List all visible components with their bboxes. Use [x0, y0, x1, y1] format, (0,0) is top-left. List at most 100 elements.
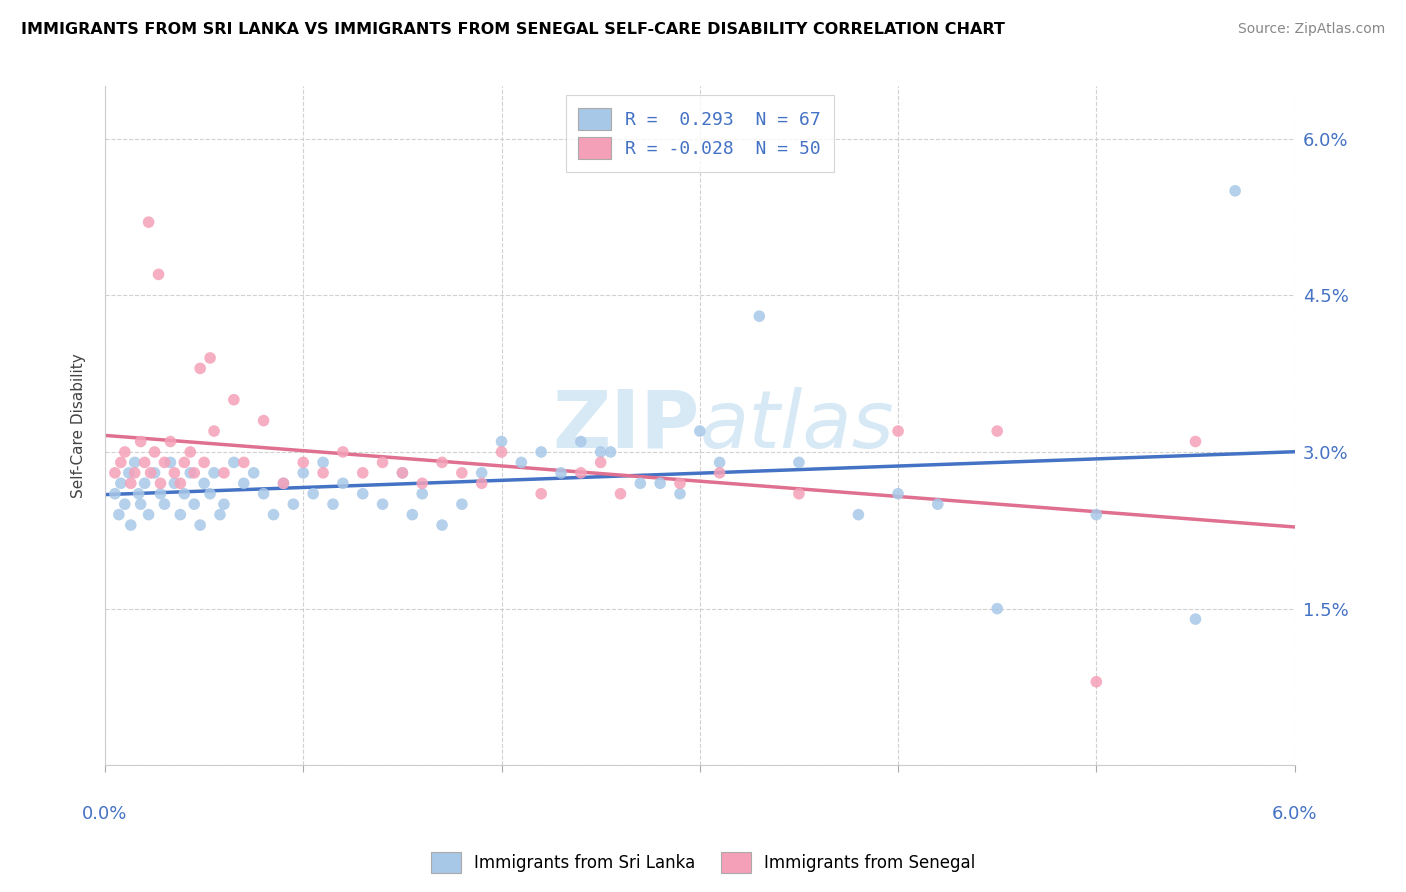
- Point: [124, 455, 146, 469]
- Point: [232, 476, 254, 491]
- Point: [371, 455, 394, 469]
- Text: atlas: atlas: [700, 387, 894, 465]
- Point: [411, 476, 433, 491]
- Point: [198, 487, 221, 501]
- Point: [569, 466, 592, 480]
- Point: [391, 466, 413, 480]
- Point: [352, 487, 374, 501]
- Point: [153, 497, 176, 511]
- Point: [212, 466, 235, 480]
- Point: [222, 455, 245, 469]
- Point: [169, 508, 191, 522]
- Point: [242, 466, 264, 480]
- Point: [273, 476, 295, 491]
- Point: [887, 487, 910, 501]
- Point: [193, 476, 215, 491]
- Point: [159, 434, 181, 449]
- Point: [550, 466, 572, 480]
- Point: [183, 497, 205, 511]
- Point: [104, 487, 127, 501]
- Point: [530, 487, 553, 501]
- Point: [273, 476, 295, 491]
- Point: [669, 476, 692, 491]
- Point: [312, 466, 335, 480]
- Point: [114, 497, 136, 511]
- Point: [1223, 184, 1246, 198]
- Point: [887, 424, 910, 438]
- Point: [143, 466, 166, 480]
- Point: [371, 497, 394, 511]
- Point: [120, 518, 142, 533]
- Text: IMMIGRANTS FROM SRI LANKA VS IMMIGRANTS FROM SENEGAL SELF-CARE DISABILITY CORREL: IMMIGRANTS FROM SRI LANKA VS IMMIGRANTS …: [21, 22, 1005, 37]
- Point: [491, 445, 513, 459]
- Point: [451, 466, 474, 480]
- Point: [188, 518, 211, 533]
- Point: [148, 268, 170, 282]
- Point: [283, 497, 305, 511]
- Point: [149, 487, 172, 501]
- Point: [322, 497, 344, 511]
- Point: [332, 476, 354, 491]
- Point: [212, 497, 235, 511]
- Point: [108, 508, 131, 522]
- Point: [110, 455, 132, 469]
- Point: [411, 487, 433, 501]
- Point: [183, 466, 205, 480]
- Point: [129, 497, 152, 511]
- Point: [451, 497, 474, 511]
- Point: [163, 476, 186, 491]
- Point: [202, 466, 225, 480]
- Y-axis label: Self-Care Disability: Self-Care Disability: [72, 353, 86, 499]
- Point: [589, 445, 612, 459]
- Legend: R =  0.293  N = 67, R = -0.028  N = 50: R = 0.293 N = 67, R = -0.028 N = 50: [565, 95, 834, 172]
- Point: [153, 455, 176, 469]
- Point: [430, 518, 453, 533]
- Point: [709, 466, 731, 480]
- Text: ZIP: ZIP: [553, 387, 700, 465]
- Point: [986, 424, 1008, 438]
- Point: [198, 351, 221, 365]
- Point: [471, 466, 494, 480]
- Point: [179, 466, 201, 480]
- Point: [114, 445, 136, 459]
- Point: [134, 455, 156, 469]
- Point: [139, 466, 162, 480]
- Point: [689, 424, 711, 438]
- Point: [787, 487, 810, 501]
- Point: [208, 508, 231, 522]
- Text: Source: ZipAtlas.com: Source: ZipAtlas.com: [1237, 22, 1385, 37]
- Text: 6.0%: 6.0%: [1272, 805, 1317, 823]
- Point: [510, 455, 533, 469]
- Point: [848, 508, 870, 522]
- Point: [179, 445, 201, 459]
- Point: [401, 508, 423, 522]
- Point: [104, 466, 127, 480]
- Point: [1184, 612, 1206, 626]
- Point: [628, 476, 651, 491]
- Point: [128, 487, 150, 501]
- Point: [530, 445, 553, 459]
- Point: [471, 476, 494, 491]
- Point: [312, 455, 335, 469]
- Point: [986, 601, 1008, 615]
- Point: [927, 497, 949, 511]
- Point: [609, 487, 631, 501]
- Point: [709, 455, 731, 469]
- Point: [430, 455, 453, 469]
- Point: [138, 508, 160, 522]
- Point: [110, 476, 132, 491]
- Point: [188, 361, 211, 376]
- Point: [124, 466, 146, 480]
- Point: [120, 476, 142, 491]
- Point: [252, 487, 274, 501]
- Point: [169, 476, 191, 491]
- Point: [589, 455, 612, 469]
- Point: [352, 466, 374, 480]
- Point: [650, 476, 672, 491]
- Point: [134, 476, 156, 491]
- Point: [163, 466, 186, 480]
- Point: [302, 487, 325, 501]
- Point: [263, 508, 285, 522]
- Point: [232, 455, 254, 469]
- Point: [129, 434, 152, 449]
